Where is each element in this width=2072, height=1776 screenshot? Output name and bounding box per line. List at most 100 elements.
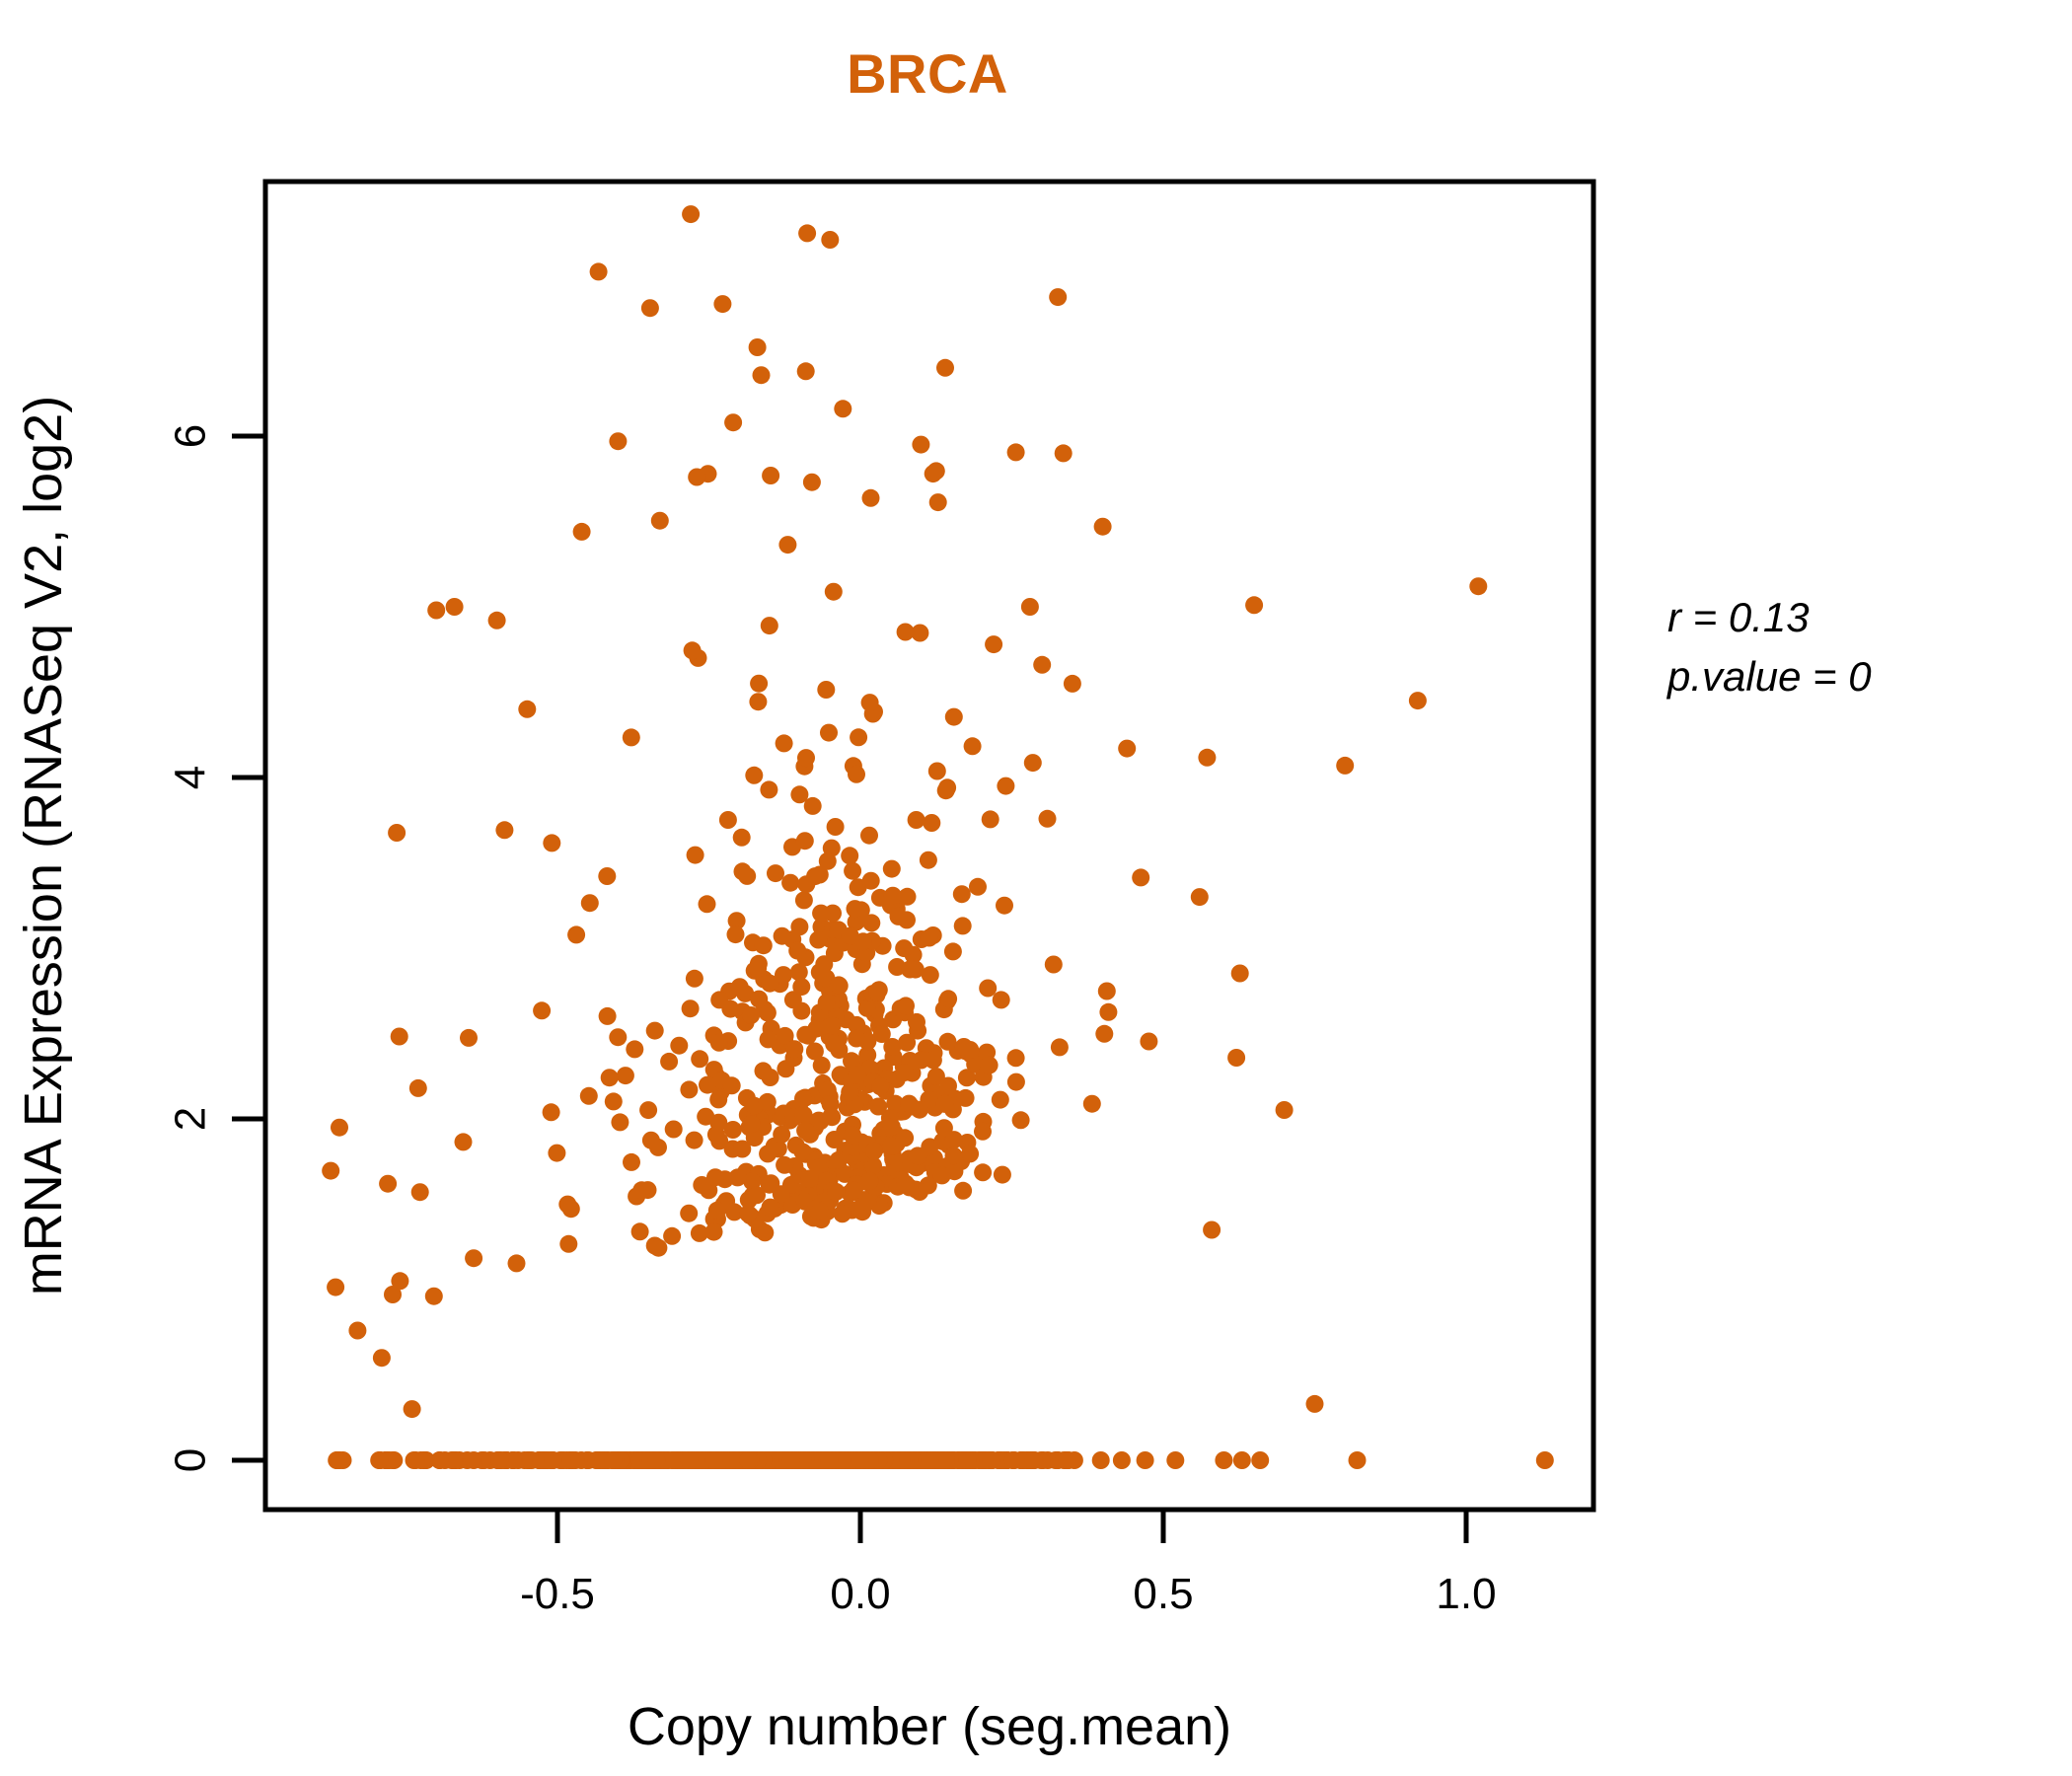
scatter-point xyxy=(788,941,807,960)
scatter-point xyxy=(754,1062,773,1080)
scatter-point xyxy=(680,1080,699,1099)
scatter-point xyxy=(388,824,407,842)
scatter-point xyxy=(830,976,849,995)
scatter-point xyxy=(495,821,514,840)
y-tick-label: 0 xyxy=(167,1448,215,1472)
scatter-point xyxy=(465,1249,483,1268)
scatter-point xyxy=(944,707,963,726)
scatter-point xyxy=(726,925,745,944)
scatter-point xyxy=(992,991,1010,1009)
scatter-point xyxy=(908,1012,925,1031)
scatter-point xyxy=(1049,288,1068,307)
scatter-point xyxy=(860,694,879,712)
scatter-point xyxy=(841,1083,859,1101)
scatter-point xyxy=(822,1107,841,1126)
scatter-point xyxy=(663,1226,682,1245)
scatter-point xyxy=(1140,1032,1158,1051)
scatter-point xyxy=(681,999,700,1018)
scatter-point xyxy=(841,926,859,945)
scatter-point xyxy=(781,873,800,892)
scatter-point xyxy=(709,1090,728,1109)
scatter-point xyxy=(331,1118,348,1137)
scatter-point xyxy=(750,990,769,1008)
scatter-point xyxy=(732,828,751,847)
scatter-point xyxy=(707,1201,726,1220)
scatter-point xyxy=(935,1094,954,1113)
scatter-point xyxy=(797,749,815,768)
scatter-point xyxy=(827,1182,846,1201)
scatter-point xyxy=(683,641,702,660)
scatter-point xyxy=(952,885,971,904)
scatter-point xyxy=(611,1113,629,1132)
scatter-point xyxy=(704,1451,723,1469)
scatter-point xyxy=(776,1026,794,1045)
scatter-point xyxy=(1112,1451,1131,1469)
scatter-point xyxy=(761,1198,779,1217)
scatter-point xyxy=(727,912,746,930)
scatter-point xyxy=(936,781,955,800)
scatter-point xyxy=(1044,955,1063,974)
scatter-point xyxy=(1011,1111,1030,1130)
scatter-point xyxy=(709,1033,728,1052)
scatter-point xyxy=(598,867,617,885)
scatter-point xyxy=(794,1089,812,1108)
scatter-point xyxy=(665,1451,684,1469)
scatter-point xyxy=(920,928,938,947)
scatter-point xyxy=(685,969,703,988)
scatter-point xyxy=(1038,809,1057,828)
scatter-point xyxy=(848,1015,866,1034)
scatter-point xyxy=(1227,1049,1246,1067)
scatter-point xyxy=(934,1119,953,1138)
scatter-point xyxy=(1469,577,1488,596)
scatter-point xyxy=(882,1118,901,1136)
scatter-point xyxy=(1097,982,1116,1000)
scatter-point xyxy=(868,983,887,1001)
scatter-point xyxy=(912,1051,930,1070)
scatter-point xyxy=(836,1164,854,1183)
scatter-point xyxy=(682,205,701,224)
scatter-point xyxy=(519,1451,538,1469)
scatter-point xyxy=(465,1451,483,1469)
scatter-point xyxy=(647,1451,666,1469)
scatter-point xyxy=(1082,1094,1101,1113)
scatter-point xyxy=(997,777,1015,795)
scatter-point xyxy=(858,1046,877,1065)
scatter-point xyxy=(736,984,755,1002)
scatter-point xyxy=(921,1451,939,1469)
scatter-point xyxy=(912,435,930,454)
scatter-point xyxy=(1093,517,1112,536)
scatter-point xyxy=(797,875,816,894)
scatter-point xyxy=(758,1092,777,1111)
scatter-point xyxy=(896,1174,915,1193)
scatter-point xyxy=(926,1068,945,1085)
scatter-point xyxy=(980,1056,999,1074)
scatter-point xyxy=(1203,1221,1221,1239)
scatter-point xyxy=(896,1129,915,1147)
scatter-point xyxy=(403,1400,421,1419)
scatter-point xyxy=(460,1028,478,1047)
scatter-point xyxy=(882,1137,901,1155)
scatter-point xyxy=(699,1075,716,1094)
scatter-point xyxy=(738,866,757,885)
scatter-point xyxy=(1198,748,1217,767)
scatter-point xyxy=(1275,1101,1294,1119)
scatter-point xyxy=(969,877,987,896)
scatter-point xyxy=(408,1078,427,1097)
scatter-point xyxy=(809,930,828,949)
scatter-point xyxy=(664,1120,683,1139)
scatter-point xyxy=(802,473,821,491)
scatter-point xyxy=(1408,692,1427,710)
scatter-point xyxy=(704,1222,723,1241)
y-axis-label: mRNA Expression (RNASeq V2, log2) xyxy=(14,396,73,1295)
scatter-point xyxy=(954,1038,973,1056)
scatter-point xyxy=(1166,1451,1185,1469)
scatter-point xyxy=(544,1451,562,1469)
scatter-point xyxy=(693,1176,711,1194)
scatter-point xyxy=(604,1451,623,1469)
scatter-point xyxy=(745,1129,764,1147)
scatter-point xyxy=(391,1272,409,1291)
scatter-point xyxy=(322,1161,340,1180)
x-tick-label: 0.5 xyxy=(1133,1570,1193,1618)
scatter-point xyxy=(1020,598,1039,616)
